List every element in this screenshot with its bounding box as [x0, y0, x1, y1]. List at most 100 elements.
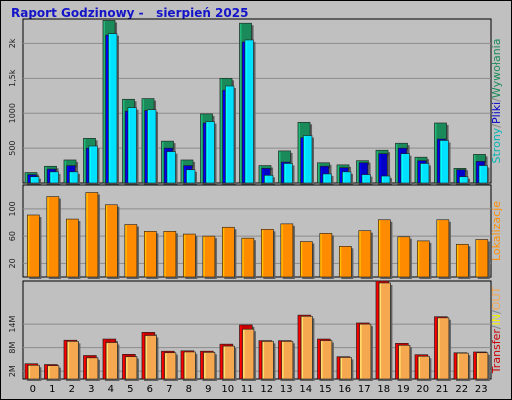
bar-out-5 [125, 356, 138, 380]
bar-strony-7 [166, 151, 176, 184]
x-tick-label: 0 [30, 384, 36, 395]
bar-lokalizacje-23-highlight [476, 240, 478, 277]
bar-lokalizacje-13 [280, 223, 294, 278]
bar-strony-6-highlight [148, 110, 150, 183]
bar-wywolania-22-highlight [454, 168, 456, 183]
lokalizacje-ytick-label: 100 [8, 201, 17, 216]
bar-transfer-18-highlight [376, 281, 378, 379]
bar-transfer-8-highlight [181, 351, 183, 379]
bar-out-0 [27, 364, 40, 380]
strony-pliki-wywolania-ytick-label: 2k [8, 38, 17, 48]
bar-wywolania-0-highlight [25, 173, 27, 183]
bar-strony-18-highlight [382, 176, 384, 183]
bar-out-10-highlight [223, 346, 226, 379]
bar-transfer-7-highlight [162, 351, 164, 379]
bar-lokalizacje-13-highlight [281, 224, 283, 277]
x-tick-label: 9 [205, 384, 211, 395]
bar-strony-3-highlight [89, 146, 91, 183]
bar-wywolania-1-highlight [45, 166, 47, 183]
bar-lokalizacje-10-highlight [222, 227, 225, 277]
strony-pliki-wywolania-legend-separator: / [490, 98, 503, 102]
bar-lokalizacje-16 [338, 246, 352, 278]
bar-pliki-18-highlight [379, 154, 381, 183]
lokalizacje-plot-area [22, 184, 492, 278]
bar-lokalizacje-5-highlight [125, 225, 127, 277]
bar-pliki-7-highlight [164, 148, 167, 183]
bar-strony-9-highlight [206, 122, 208, 183]
bar-out-19-highlight [399, 345, 401, 379]
bar-transfer-20-highlight [415, 355, 417, 379]
x-tick-label: 18 [377, 384, 390, 395]
bar-wywolania-16-highlight [337, 165, 339, 183]
bar-out-15 [320, 340, 333, 380]
bar-wywolania-18-highlight [376, 150, 378, 183]
bar-wywolania-21-highlight [435, 123, 437, 183]
bar-transfer-6-highlight [142, 332, 144, 379]
bar-out-1 [47, 365, 60, 380]
transfer-ytick-label: 14M [8, 315, 17, 332]
bar-out-22 [456, 352, 469, 380]
bar-strony-10 [225, 85, 235, 184]
bar-lokalizacje-10 [221, 226, 235, 278]
bar-out-14-highlight [301, 316, 304, 379]
bar-transfer-2-highlight [64, 340, 66, 379]
strony-pliki-wywolania-legend-item: Wywołania [490, 39, 503, 99]
bar-wywolania-10-highlight [220, 78, 222, 183]
bar-lokalizacje-19-highlight [398, 237, 400, 277]
bar-transfer-22-highlight [454, 353, 456, 379]
bar-transfer-12-highlight [259, 341, 261, 379]
bar-pliki-11-highlight [242, 42, 245, 183]
bar-lokalizacje-11-highlight [242, 238, 244, 277]
bar-strony-15-highlight [323, 174, 325, 183]
x-tick-label: 16 [338, 384, 351, 395]
x-tick-label: 19 [397, 384, 410, 395]
strony-pliki-wywolania-ytick-label: 1000 [8, 103, 17, 123]
bar-pliki-12-highlight [262, 168, 264, 183]
bar-strony-16 [342, 171, 352, 184]
bar-out-0-highlight [28, 365, 31, 379]
x-tick-label: 23 [475, 384, 488, 395]
bar-wywolania-3-highlight [84, 138, 86, 183]
bar-strony-1-highlight [50, 172, 52, 183]
bar-strony-12-highlight [265, 175, 267, 183]
bar-out-3-highlight [87, 358, 89, 379]
bar-lokalizacje-21-highlight [437, 220, 439, 277]
bar-strony-21-highlight [440, 141, 442, 183]
bar-out-8 [183, 351, 196, 380]
strony-pliki-wywolania-ytick-label: 1,5k [8, 69, 17, 87]
bar-pliki-5-highlight [125, 111, 128, 183]
lokalizacje-legend-item: Lokalizacje [490, 201, 503, 261]
bar-lokalizacje-22 [455, 243, 469, 278]
bar-wywolania-17-highlight [357, 161, 359, 183]
bar-out-3 [86, 357, 99, 380]
x-tick-label: 21 [436, 384, 449, 395]
bar-wywolania-12-highlight [259, 166, 261, 183]
bar-out-21 [437, 317, 450, 380]
x-tick-label: 7 [166, 384, 172, 395]
bar-strony-20-highlight [421, 164, 423, 183]
transfer-legend: Transfer/IN/OUT [490, 286, 503, 374]
x-tick-label: 5 [127, 384, 133, 395]
x-tick-label: 4 [108, 384, 114, 395]
bar-pliki-17-highlight [359, 163, 362, 183]
bar-lokalizacje-14-highlight [300, 242, 303, 277]
bar-out-20-highlight [418, 356, 421, 379]
bar-out-11 [242, 328, 255, 380]
bar-pliki-23-highlight [476, 161, 479, 183]
bar-strony-7-highlight [167, 152, 169, 183]
bar-out-17 [359, 323, 372, 380]
transfer-legend-separator: / [490, 310, 503, 314]
bar-out-4 [105, 342, 118, 380]
bar-lokalizacje-18-highlight [378, 220, 381, 277]
bar-out-17-highlight [360, 324, 362, 379]
bar-strony-23 [478, 165, 488, 184]
bar-wywolania-2-highlight [64, 160, 66, 183]
bar-out-21-highlight [438, 318, 440, 379]
bar-out-13-highlight [282, 341, 284, 379]
transfer-legend-item: IN [490, 314, 503, 325]
bar-strony-9 [205, 121, 215, 184]
bar-out-22-highlight [457, 353, 460, 379]
bar-wywolania-19-highlight [396, 143, 398, 183]
bar-lokalizacje-2 [65, 218, 79, 278]
